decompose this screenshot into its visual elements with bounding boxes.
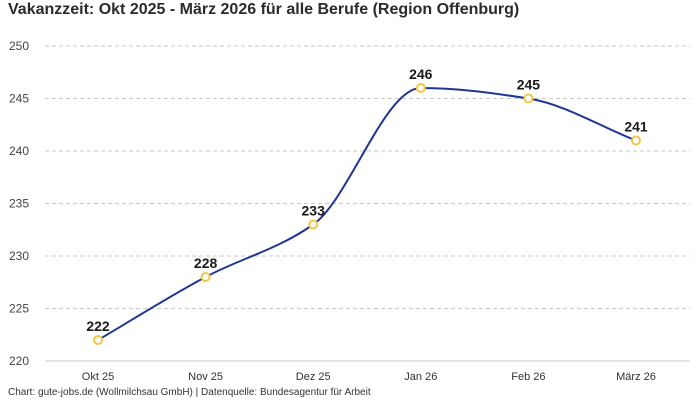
y-tick-label: 230 <box>9 249 29 263</box>
x-axis-ticks: Okt 25 Nov 25 Dez 25 Jan 26 Feb 26 März 26 <box>82 371 656 383</box>
chart-source-note: Chart: gute-jobs.de (Wollmilchsau GmbH) … <box>8 387 371 398</box>
x-tick-label: Dez 25 <box>296 371 331 383</box>
series-line <box>97 86 637 341</box>
data-point <box>200 272 211 282</box>
data-markers <box>93 83 641 345</box>
data-point <box>93 335 103 345</box>
y-tick-label: 250 <box>9 39 29 53</box>
x-tick-label: Jan 26 <box>404 371 437 383</box>
data-label: 245 <box>517 77 541 93</box>
y-tick-label: 225 <box>9 302 29 316</box>
y-tick-label: 240 <box>9 144 29 158</box>
y-axis-ticks: 220 225 230 235 240 245 250 <box>9 39 29 368</box>
data-label: 246 <box>409 66 433 82</box>
y-tick-label: 235 <box>9 197 29 211</box>
data-label: 228 <box>194 255 218 271</box>
gridlines <box>45 45 690 362</box>
data-point <box>631 135 641 146</box>
data-label: 222 <box>86 318 110 334</box>
y-tick-label: 220 <box>9 354 29 368</box>
data-labels: 222 228 233 246 245 241 <box>86 66 648 334</box>
x-tick-label: Feb 26 <box>511 371 545 383</box>
data-label: 233 <box>302 203 326 219</box>
y-tick-label: 245 <box>9 92 29 106</box>
chart-title: Vakanzzeit: Okt 2025 - März 2026 für all… <box>8 1 520 18</box>
x-tick-label: Nov 25 <box>188 371 223 383</box>
x-tick-label: März 26 <box>616 371 656 383</box>
data-point <box>523 93 534 104</box>
data-label: 241 <box>624 119 648 135</box>
x-tick-label: Okt 25 <box>82 371 114 383</box>
data-point <box>415 83 426 93</box>
data-point <box>308 219 319 230</box>
